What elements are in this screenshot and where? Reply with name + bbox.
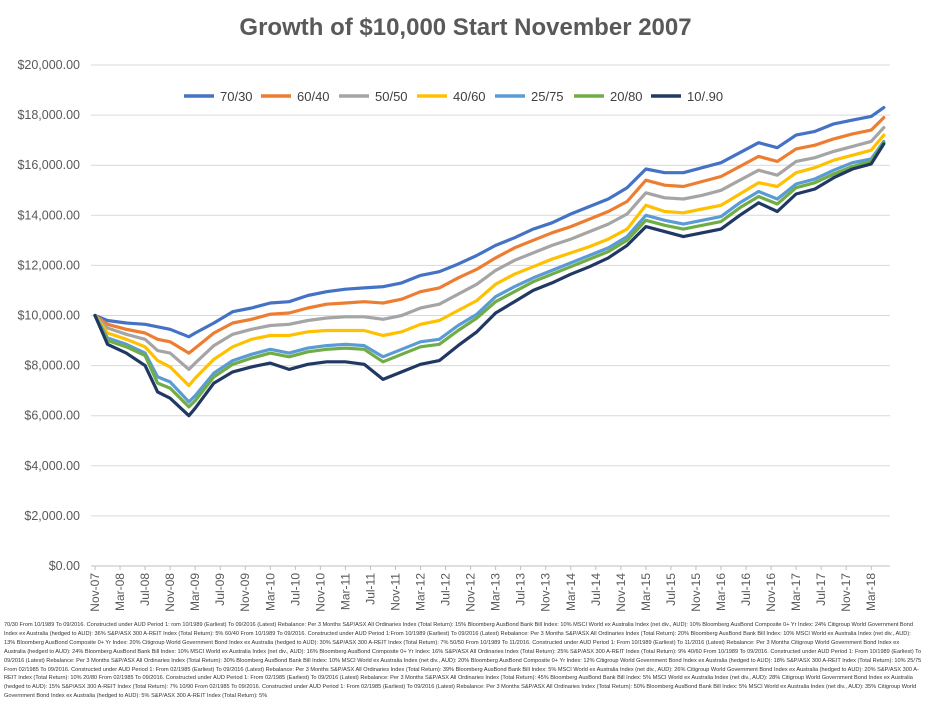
y-tick-label: $10,000.00 bbox=[17, 309, 80, 323]
legend-label: 70/30 bbox=[220, 89, 253, 104]
series-line-10-90 bbox=[93, 142, 886, 418]
x-tick-label: Nov-10 bbox=[313, 573, 327, 612]
series-line-60-40 bbox=[93, 115, 886, 355]
y-tick-label: $0.00 bbox=[49, 559, 80, 573]
series-lines bbox=[93, 105, 886, 418]
chart: $0.00 $2,000.00 $4,000.00 $6,000.00 $8,000.0… bbox=[17, 58, 890, 612]
y-tick-label: $18,000.00 bbox=[17, 108, 80, 122]
legend-label: 25/75 bbox=[531, 89, 564, 104]
series-line-50-50 bbox=[93, 125, 886, 371]
y-tick-label: $20,000.00 bbox=[17, 58, 80, 72]
x-tick-label: Nov-13 bbox=[539, 573, 553, 612]
series-line-70-30 bbox=[93, 105, 886, 339]
x-tick-label: Nov-11 bbox=[388, 573, 402, 611]
x-tick-label: Mar-13 bbox=[489, 573, 503, 611]
x-tick-label: Mar-08 bbox=[113, 573, 127, 611]
x-tick-label: Jul-16 bbox=[739, 573, 753, 606]
x-tick-label: Nov-17 bbox=[839, 573, 853, 612]
y-tick-label: $16,000.00 bbox=[17, 158, 80, 172]
y-tick-label: $4,000.00 bbox=[24, 459, 80, 473]
x-tick-label: Mar-10 bbox=[263, 573, 277, 611]
legend-label: 10/.90 bbox=[687, 89, 723, 104]
legend-label: 20/80 bbox=[610, 89, 643, 104]
x-tick-label: Nov-09 bbox=[238, 573, 252, 612]
x-tick-label: Mar-11 bbox=[338, 573, 352, 610]
y-tick-label: $14,000.00 bbox=[17, 208, 80, 222]
y-tick-label: $8,000.00 bbox=[24, 359, 80, 373]
x-tick-label: Nov-15 bbox=[689, 573, 703, 612]
y-tick-label: $12,000.00 bbox=[17, 258, 80, 272]
x-tick-label: Jul-14 bbox=[589, 573, 603, 606]
x-tick-label: Jul-08 bbox=[138, 573, 152, 606]
legend-label: 40/60 bbox=[453, 89, 486, 104]
legend-label: 50/50 bbox=[375, 89, 408, 104]
footnote: 70/30 From 10/1989 To 09/2016. Construct… bbox=[4, 622, 922, 700]
y-tick-label: $6,000.00 bbox=[24, 409, 80, 423]
x-tick-label: Mar-12 bbox=[414, 573, 428, 611]
x-tick-label: Jul-15 bbox=[664, 573, 678, 606]
x-tick-label: Nov-08 bbox=[163, 573, 177, 612]
x-tick-label: Jul-17 bbox=[814, 573, 828, 606]
series-line-40-60 bbox=[93, 133, 886, 388]
x-tick-label: Jul-13 bbox=[514, 573, 528, 606]
x-tick-label: Jul-11 bbox=[363, 573, 377, 605]
y-tick-label: $2,000.00 bbox=[24, 509, 80, 523]
x-tick-label: Mar-18 bbox=[864, 573, 878, 611]
x-tick-label: Mar-15 bbox=[639, 573, 653, 611]
x-tick-label: Jul-09 bbox=[213, 573, 227, 606]
x-tick-label: Nov-07 bbox=[88, 573, 102, 612]
series-line-25-75 bbox=[93, 139, 886, 404]
x-tick-label: Jul-12 bbox=[439, 573, 453, 606]
x-tick-label: Nov-16 bbox=[764, 573, 778, 612]
x-tick-label: Mar-16 bbox=[714, 573, 728, 611]
x-tick-label: Nov-12 bbox=[464, 573, 478, 612]
chart-title: Growth of $10,000 Start November 2007 bbox=[239, 14, 692, 41]
axes: $0.00 $2,000.00 $4,000.00 $6,000.00 $8,000.0… bbox=[17, 58, 890, 612]
x-tick-label: Jul-10 bbox=[288, 573, 302, 606]
legend: 70/30 60/40 50/50 40/60 25/75 20/80 10/.90 bbox=[184, 89, 723, 104]
x-tick-label: Mar-09 bbox=[188, 573, 202, 611]
legend-label: 60/40 bbox=[297, 89, 330, 104]
x-tick-label: Mar-14 bbox=[564, 573, 578, 611]
series-line-20-80 bbox=[93, 141, 886, 409]
x-tick-label: Nov-14 bbox=[614, 573, 628, 612]
x-tick-label: Mar-17 bbox=[789, 573, 803, 611]
